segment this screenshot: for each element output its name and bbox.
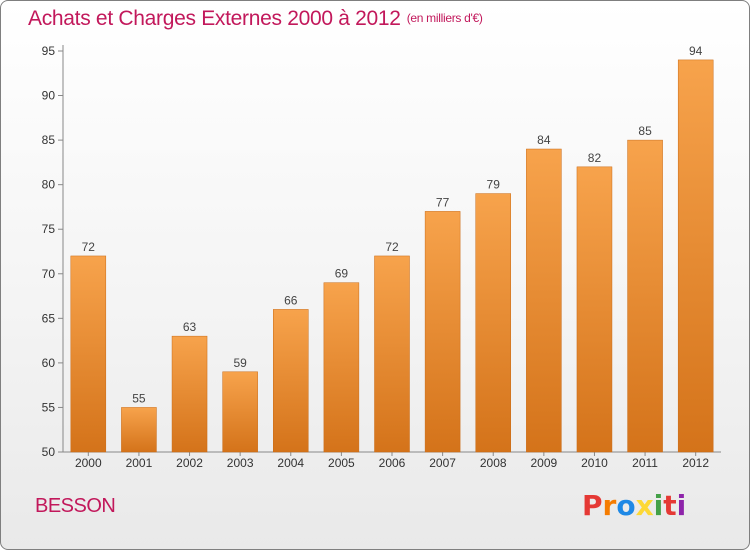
x-tick-label: 2009	[530, 456, 557, 470]
bar-2003	[222, 371, 258, 453]
chart-title: Achats et Charges Externes 2000 à 2012 (e…	[28, 7, 483, 31]
logo-letter: i	[676, 489, 687, 522]
logo-letter: P	[582, 489, 603, 522]
logo-letter: r	[602, 489, 617, 522]
bars: 72 55 63 59 66 69 72 77 79 84 82 85 94	[70, 44, 714, 453]
bar-value-label: 69	[335, 267, 349, 281]
bar-value-label: 84	[537, 133, 551, 147]
bar-2008	[475, 193, 511, 453]
y-tick-label: 95	[42, 44, 56, 58]
x-tick-label: 2011	[632, 456, 658, 470]
x-tick-label: 2003	[227, 456, 254, 470]
bar-value-label: 82	[588, 151, 602, 165]
y-tick-label: 70	[42, 267, 56, 281]
x-tick-label: 2010	[581, 456, 608, 470]
bar-value-label: 85	[638, 124, 652, 138]
x-tick-label: 2006	[379, 456, 406, 470]
bar-value-label: 77	[436, 195, 450, 209]
y-tick-label: 60	[42, 356, 56, 370]
logo-letter: o	[616, 489, 636, 522]
bar-value-label: 72	[82, 240, 96, 254]
bar-value-label: 94	[689, 44, 703, 58]
y-tick-label: 90	[42, 89, 56, 103]
x-tick-label: 2007	[429, 456, 456, 470]
bar-2009	[526, 148, 562, 453]
logo-letter: i	[653, 489, 664, 522]
bar-value-label: 59	[233, 356, 247, 370]
bar-value-label: 55	[132, 391, 146, 405]
bar-2011	[627, 139, 663, 453]
bar-2010	[576, 166, 613, 453]
bar-2007	[424, 211, 461, 453]
bar-2004	[273, 309, 309, 453]
chart-unit: (en milliers d'€)	[406, 11, 483, 25]
bar-2002	[171, 335, 208, 453]
x-tick-label: 2004	[277, 456, 304, 470]
y-tick-label: 85	[42, 133, 56, 147]
y-tick-label: 50	[42, 445, 56, 459]
x-tick-label: 2002	[176, 456, 203, 470]
x-tick-label: 2000	[75, 456, 102, 470]
y-tick-label: 55	[42, 400, 56, 414]
logo-letter: t	[663, 489, 677, 522]
bar-2000	[70, 255, 107, 453]
bar-value-label: 72	[385, 240, 399, 254]
commune-name: BESSON	[35, 495, 116, 517]
bar-value-label: 66	[284, 293, 298, 307]
logo-letter: x	[635, 489, 654, 522]
proxiti-logo: Proxiti	[582, 489, 686, 522]
bar-value-label: 79	[487, 178, 501, 192]
bar-2001	[121, 407, 157, 453]
y-tick-label: 80	[42, 178, 56, 192]
bar-2005	[323, 282, 360, 453]
y-tick-label: 65	[42, 311, 56, 325]
y-tick-label: 75	[42, 222, 56, 236]
x-tick-label: 2012	[682, 456, 709, 470]
x-tick-label: 2005	[328, 456, 355, 470]
bar-2012	[677, 59, 714, 453]
bar-value-label: 63	[183, 320, 197, 334]
bar-2006	[374, 255, 410, 453]
x-tick-label: 2001	[126, 456, 153, 470]
x-tick-label: 2008	[480, 456, 507, 470]
chart-title-text: Achats et Charges Externes 2000 à 2012	[28, 7, 401, 30]
